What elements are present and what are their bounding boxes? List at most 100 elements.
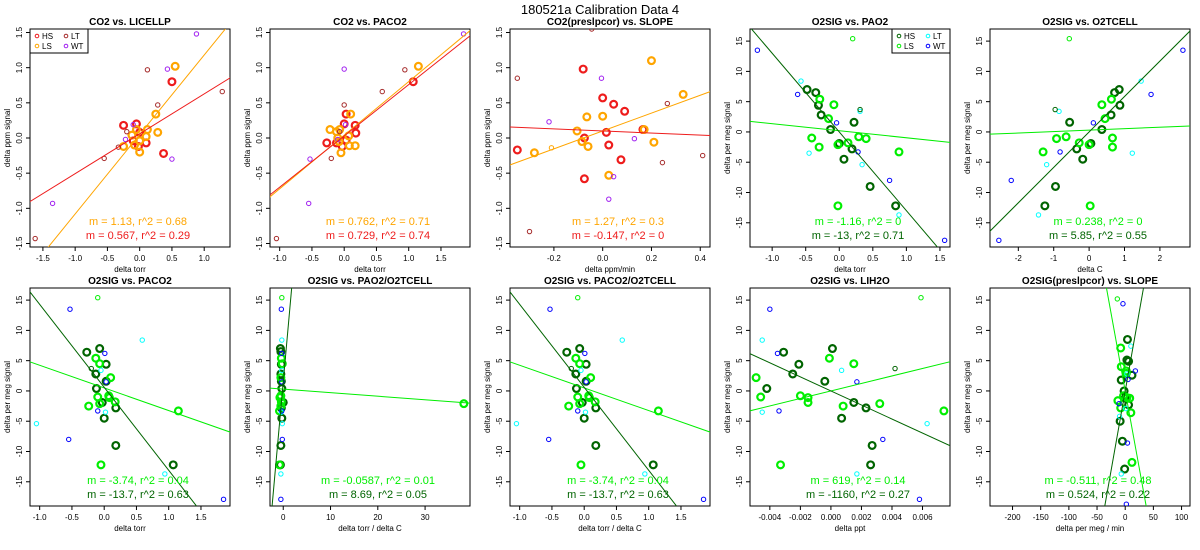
data-point-wt	[307, 156, 313, 162]
data-point-ls	[141, 132, 151, 142]
x-tick-label: 0	[1123, 513, 1128, 522]
data-point-hs	[167, 77, 177, 87]
data-point-ls	[875, 399, 885, 409]
fit-line-1	[30, 361, 230, 433]
x-tick-label: 0.5	[611, 513, 623, 522]
fit-label-1: m = -3.74, r^2 = 0.04	[87, 475, 189, 487]
data-point-lt	[279, 337, 285, 343]
y-tick-label: -10	[975, 445, 984, 457]
y-tick-label: -1.0	[495, 201, 504, 215]
y-tick-label: -15	[735, 475, 744, 487]
data-point-wt	[1057, 149, 1063, 155]
x-tick-label: -0.004	[759, 513, 782, 522]
y-tick-label: 5	[975, 358, 984, 363]
data-point-hs	[865, 181, 875, 191]
data-point-wt	[103, 379, 109, 385]
data-point-ls	[795, 391, 805, 401]
y-tick-label: 15	[975, 295, 984, 304]
x-axis-label: delta torr / delta C	[338, 524, 402, 533]
data-point-lt	[273, 235, 280, 242]
data-point-wt	[1180, 47, 1186, 53]
data-point-wt	[774, 350, 781, 357]
data-point-ls-small	[279, 294, 285, 301]
data-point-hs	[604, 140, 614, 150]
data-point-hs	[1040, 201, 1050, 211]
data-point-wt	[1124, 440, 1131, 446]
y-tick-label: 10	[975, 325, 984, 334]
data-point-ls	[598, 111, 608, 121]
legend-label-hs: HS	[904, 32, 915, 41]
panel-10: O2SIG(preslpcor) vs. SLOPE-200 -150 -100 -5…	[963, 276, 1191, 533]
data-point-ls	[894, 147, 904, 157]
data-point-ls	[413, 61, 423, 71]
legend-marker-lt	[925, 33, 931, 39]
data-point-wt	[833, 120, 840, 126]
legend-label-wt: WT	[71, 42, 84, 51]
fit-line-1	[750, 361, 950, 412]
data-point-wt	[193, 31, 200, 37]
data-point-hs	[762, 384, 772, 394]
fit-line-1	[47, 29, 226, 247]
data-point-lt	[759, 337, 765, 343]
data-point-lt	[664, 100, 671, 107]
panel-title: O2SIG vs. PACO2/O2TCELL	[544, 276, 676, 287]
data-point-wt	[1008, 177, 1014, 184]
y-tick-label: 5	[735, 99, 744, 104]
data-point-wt	[767, 306, 773, 312]
data-point-ls	[582, 112, 592, 122]
data-point-ls	[575, 359, 585, 369]
x-tick-label: -0.002	[789, 513, 812, 522]
fit-label-1: m = 1.27, r^2 = 0.3	[572, 216, 664, 228]
y-tick-label: -15	[15, 475, 24, 487]
data-point-hs	[1120, 464, 1130, 474]
plot-box	[29, 287, 231, 507]
x-axis-label: delta torr / delta C	[578, 524, 642, 533]
plot-area	[990, 30, 1190, 244]
x-tick-label: 0.0	[134, 254, 146, 263]
x-tick-label: 0.0	[834, 254, 846, 263]
data-point-hs	[1117, 436, 1127, 446]
x-axis-label: delta C	[1077, 265, 1103, 274]
data-point-wt	[95, 408, 101, 414]
fit-line-2	[30, 77, 230, 203]
plot-box	[509, 287, 711, 507]
data-point-wt	[700, 496, 707, 503]
plot-area	[30, 29, 230, 247]
y-tick-label: 5	[15, 358, 24, 363]
data-point-ls	[843, 138, 853, 148]
data-point-hs	[91, 369, 101, 379]
data-point-wt	[582, 350, 588, 357]
plot-area	[270, 288, 470, 506]
data-point-lt	[1124, 371, 1130, 377]
x-axis-label: delta ppt	[835, 524, 866, 533]
panel-2: CO2 vs. PACO2 -1.0 -0.5 0.0 0.5 1.0 1.5 -1.5 -1.…	[243, 17, 471, 274]
x-axis-label: delta torr	[354, 265, 386, 274]
data-point-lt	[379, 88, 385, 95]
x-tick-label: -100	[1061, 513, 1078, 522]
data-point-ls	[824, 114, 834, 124]
x-tick-label: 0.2	[646, 254, 658, 263]
data-point-wt	[880, 436, 886, 443]
data-point-ls	[1052, 134, 1062, 144]
fit-label-1: m = 0.762, r^2 = 0.71	[326, 216, 430, 228]
y-axis-label: delta per meg signal	[723, 102, 732, 174]
x-tick-label: 10	[326, 513, 335, 522]
figure-title: 180521a Calibration Data 4	[520, 2, 680, 17]
x-axis-label: delta ppm/min	[585, 265, 635, 274]
plot-box	[269, 28, 471, 248]
data-point-lt	[33, 420, 40, 427]
y-tick-label: 0	[975, 129, 984, 134]
data-point-wt	[598, 75, 605, 81]
data-point-wt	[754, 47, 761, 53]
data-point-ls	[833, 140, 843, 150]
data-point-lt	[513, 420, 520, 427]
legend-label-lt: LT	[933, 32, 942, 41]
fit-line-1	[990, 125, 1190, 135]
data-point-lt	[896, 212, 902, 218]
data-point-wt	[1123, 501, 1130, 506]
data-point-ls	[639, 125, 649, 135]
fit-label-2: m = -13, r^2 = 0.71	[812, 230, 905, 242]
data-point-lt	[1035, 212, 1042, 218]
data-point-wt	[122, 136, 129, 143]
